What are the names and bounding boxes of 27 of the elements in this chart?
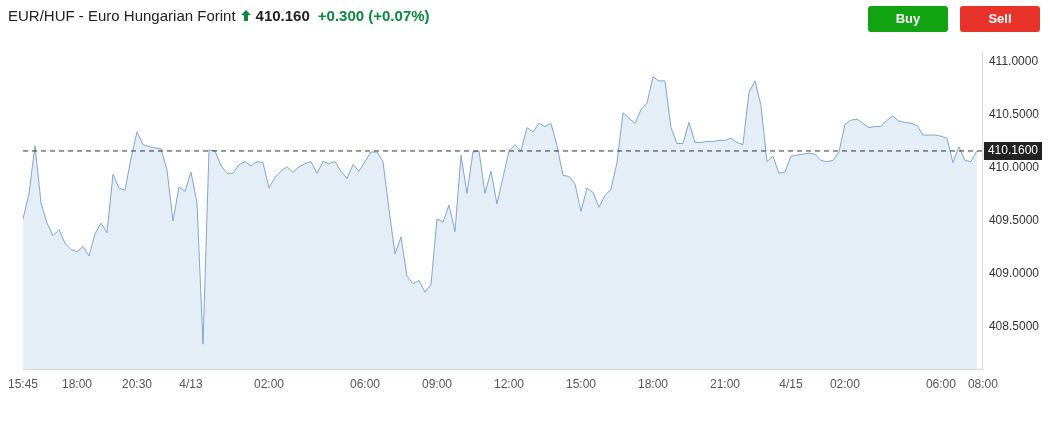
x-tick-label: 20:30 xyxy=(121,377,153,392)
y-tick-label: 409.0000 xyxy=(988,266,1040,281)
x-tick-label: 18:00 xyxy=(62,377,93,392)
x-tick-label: 15:00 xyxy=(565,377,597,392)
text: Buy xyxy=(868,6,948,32)
text: Sell xyxy=(960,6,1040,32)
x-tick-label: 15:45 xyxy=(8,377,39,392)
x-tick-label: 4/13 xyxy=(179,377,204,392)
x-tick-label: 06:00 xyxy=(925,377,957,392)
x-tick-label: 02:00 xyxy=(253,377,285,392)
y-tick-label: 408.5000 xyxy=(988,319,1040,334)
x-tick-label: 21:00 xyxy=(709,377,741,392)
x-tick-label: 09:00 xyxy=(421,377,453,392)
x-tick-label: 02:00 xyxy=(829,377,861,392)
chart-title: EUR/HUF - Euro Hungarian Forint xyxy=(8,7,236,24)
y-tick-label: 409.5000 xyxy=(988,213,1040,228)
y-tick-label: 410.0000 xyxy=(988,160,1040,175)
text: +0.300 (+0.07%) xyxy=(317,7,430,24)
x-tick-label: 08:00 xyxy=(967,377,999,392)
x-tick-label: 06:00 xyxy=(349,377,381,392)
x-tick-label: 18:00 xyxy=(637,377,669,392)
x-tick-label: 4/15 xyxy=(779,377,803,392)
text: 410.160 xyxy=(255,7,310,24)
ref-line-label: 410.1600 xyxy=(987,143,1039,158)
x-tick-label: 12:00 xyxy=(493,377,525,392)
y-tick-label: 411.0000 xyxy=(988,54,1039,69)
y-tick-label: 410.5000 xyxy=(988,107,1040,122)
